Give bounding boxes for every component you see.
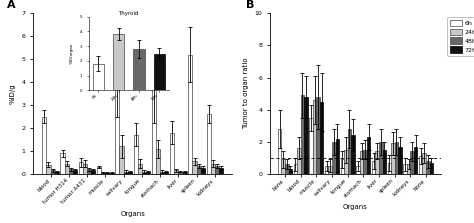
- Bar: [83, 164, 87, 174]
- Bar: [364, 150, 367, 174]
- Bar: [356, 166, 360, 174]
- Bar: [174, 171, 178, 174]
- Bar: [340, 159, 344, 174]
- X-axis label: Organs: Organs: [343, 204, 368, 210]
- Bar: [347, 129, 351, 174]
- Bar: [429, 163, 433, 174]
- Bar: [42, 117, 46, 174]
- Bar: [304, 97, 308, 174]
- Bar: [182, 172, 187, 174]
- Bar: [152, 89, 156, 174]
- Bar: [309, 118, 313, 174]
- Bar: [388, 163, 391, 174]
- Bar: [178, 172, 182, 174]
- Bar: [320, 102, 323, 174]
- Bar: [419, 156, 422, 174]
- Bar: [375, 151, 379, 174]
- Bar: [372, 161, 375, 174]
- Bar: [328, 166, 332, 174]
- Bar: [391, 143, 395, 174]
- Bar: [138, 164, 142, 174]
- Bar: [105, 173, 109, 174]
- Bar: [360, 151, 364, 174]
- Bar: [379, 142, 383, 174]
- Bar: [344, 150, 347, 174]
- Bar: [188, 55, 192, 174]
- Bar: [197, 166, 201, 174]
- Text: B: B: [246, 0, 255, 10]
- Legend: 6h, 24h, 48h, 72h: 6h, 24h, 48h, 72h: [447, 17, 474, 56]
- Bar: [64, 164, 69, 174]
- Bar: [156, 149, 160, 174]
- Bar: [142, 172, 146, 174]
- X-axis label: Organs: Organs: [120, 211, 145, 217]
- Bar: [278, 129, 282, 174]
- Bar: [51, 171, 55, 174]
- Bar: [407, 164, 410, 174]
- Bar: [211, 164, 215, 174]
- Bar: [219, 168, 223, 174]
- Bar: [316, 97, 320, 174]
- Bar: [124, 172, 128, 174]
- Bar: [69, 169, 73, 174]
- Bar: [282, 159, 285, 174]
- Bar: [207, 114, 211, 174]
- Bar: [109, 173, 114, 174]
- Bar: [115, 82, 119, 174]
- Bar: [403, 164, 407, 174]
- Bar: [160, 172, 164, 174]
- Bar: [73, 171, 77, 174]
- Bar: [414, 147, 418, 174]
- Bar: [395, 142, 398, 174]
- Bar: [91, 171, 95, 174]
- Text: A: A: [7, 0, 16, 10]
- Y-axis label: %ID/g: %ID/g: [10, 83, 16, 104]
- Bar: [313, 100, 316, 174]
- Bar: [367, 137, 371, 174]
- Bar: [164, 172, 168, 174]
- Bar: [61, 153, 64, 174]
- Bar: [293, 164, 297, 174]
- Bar: [332, 142, 336, 174]
- Bar: [192, 161, 197, 174]
- Bar: [289, 169, 292, 174]
- Bar: [285, 164, 289, 174]
- Bar: [398, 147, 402, 174]
- Bar: [422, 153, 426, 174]
- Bar: [351, 135, 355, 174]
- Bar: [170, 133, 174, 174]
- Y-axis label: Tumor to organ ratio: Tumor to organ ratio: [243, 58, 249, 130]
- Bar: [301, 95, 304, 174]
- Bar: [201, 168, 205, 174]
- Bar: [410, 151, 414, 174]
- Bar: [426, 161, 429, 174]
- Bar: [297, 148, 301, 174]
- Bar: [336, 139, 339, 174]
- Bar: [128, 172, 132, 174]
- Bar: [215, 166, 219, 174]
- Bar: [325, 166, 328, 174]
- Bar: [146, 172, 150, 174]
- Bar: [79, 163, 83, 174]
- Bar: [55, 172, 59, 174]
- Bar: [134, 135, 138, 174]
- Bar: [46, 165, 51, 174]
- Bar: [101, 173, 105, 174]
- Bar: [97, 167, 101, 174]
- Bar: [383, 150, 386, 174]
- Bar: [87, 169, 91, 174]
- Bar: [119, 147, 124, 174]
